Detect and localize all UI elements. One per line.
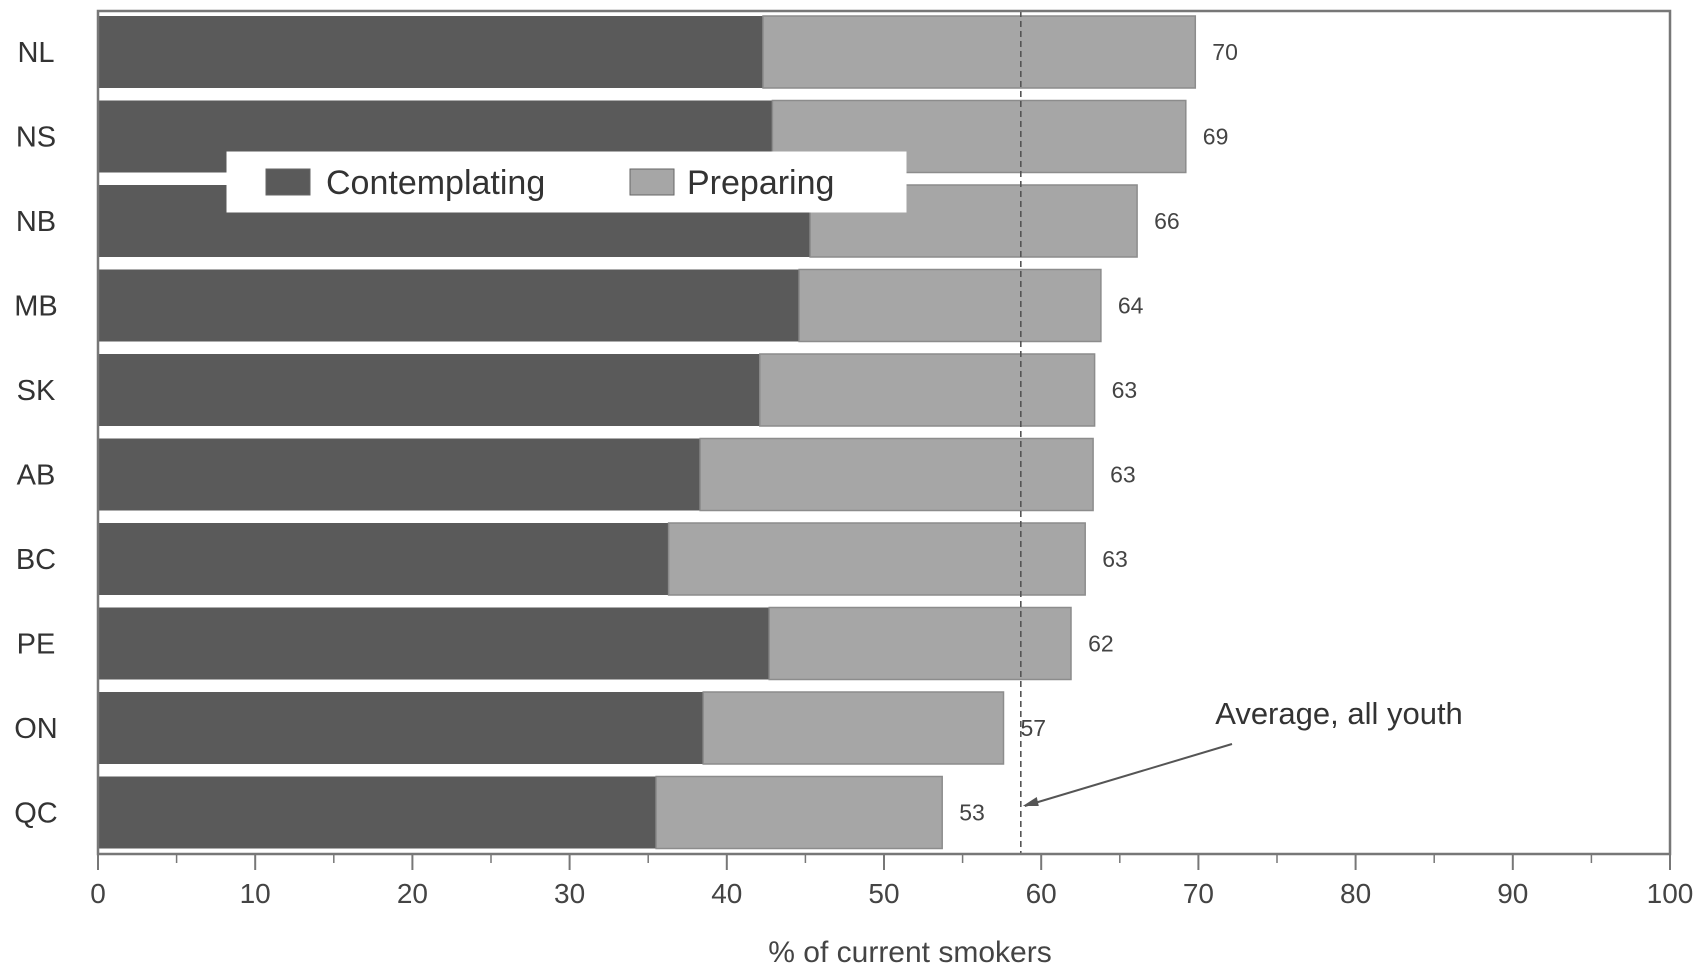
- x-tick-label-70: 70: [1183, 878, 1214, 909]
- x-axis-title: % of current smokers: [768, 936, 1051, 965]
- legend-label-contemplating: Contemplating: [326, 164, 545, 202]
- legend-box: [226, 151, 907, 213]
- x-tick-label-40: 40: [711, 878, 742, 909]
- bar-preparing-qc: [655, 775, 943, 850]
- bar-preparing-bc: [667, 522, 1086, 596]
- bar-contemplating-ab: [98, 438, 701, 511]
- bar-preparing-pe: [768, 606, 1072, 681]
- bar-contemplating-on: [98, 692, 704, 764]
- average-pointer-arrowhead: [1022, 797, 1039, 806]
- average-pointer-line: [1024, 743, 1233, 807]
- category-label-nb: NB: [16, 206, 56, 238]
- total-label-sk: 63: [1112, 377, 1138, 403]
- legend: Contemplating Preparing: [226, 151, 907, 213]
- bar-preparing-ab: [699, 437, 1094, 512]
- total-label-on: 57: [1021, 715, 1047, 741]
- bar-preparing-sk: [759, 353, 1096, 427]
- bars-layer: 70 69 66 64 63 63 63 62 57 53: [98, 15, 1238, 850]
- average-reference-label: Average, all youth: [1215, 696, 1463, 731]
- category-label-bc: BC: [16, 544, 56, 576]
- x-tick-label-20: 20: [397, 878, 428, 909]
- legend-label-preparing: Preparing: [687, 164, 834, 202]
- total-label-qc: 53: [959, 800, 985, 826]
- bar-preparing-on: [702, 691, 1005, 765]
- total-label-ns: 69: [1203, 124, 1229, 150]
- total-label-ab: 63: [1110, 462, 1136, 488]
- category-label-mb: MB: [14, 291, 58, 323]
- category-label-ab: AB: [17, 460, 56, 492]
- bar-preparing-mb: [798, 268, 1102, 343]
- category-label-sk: SK: [17, 375, 56, 407]
- plot-frame: [96, 9, 1672, 856]
- total-label-nl: 70: [1212, 39, 1238, 65]
- x-tick-label-30: 30: [554, 878, 585, 909]
- total-label-pe: 62: [1088, 631, 1114, 657]
- x-tick-label-50: 50: [868, 878, 899, 909]
- category-label-pe: PE: [17, 629, 56, 661]
- legend-swatch-contemplating: [265, 168, 311, 196]
- bar-preparing-nl: [762, 15, 1197, 89]
- bar-preparing-nb: [809, 184, 1138, 258]
- x-tick-label-100: 100: [1647, 878, 1694, 909]
- x-tick-label-90: 90: [1497, 878, 1528, 909]
- category-label-on: ON: [14, 713, 58, 745]
- reference-layer: Average, all youth: [1019, 11, 1463, 854]
- legend-swatch-preparing: [629, 168, 675, 196]
- bar-contemplating-nl: [98, 16, 763, 88]
- bar-contemplating-bc: [98, 523, 669, 595]
- x-tick-label-10: 10: [240, 878, 271, 909]
- axis-layer: NL NS NB MB SK AB BC PE ON QC 0 10 20 30 40 50 60 70 80 90 1…: [14, 37, 1694, 969]
- category-label-nl: NL: [17, 37, 54, 69]
- x-tick-label-0: 0: [90, 878, 106, 909]
- bar-contemplating-pe: [98, 607, 770, 680]
- total-label-nb: 66: [1154, 208, 1180, 234]
- total-label-mb: 64: [1118, 293, 1144, 319]
- x-tick-label-60: 60: [1026, 878, 1057, 909]
- x-tick-label-80: 80: [1340, 878, 1371, 909]
- bar-contemplating-mb: [98, 269, 800, 342]
- category-label-qc: QC: [14, 798, 58, 830]
- category-label-ns: NS: [16, 122, 56, 154]
- bar-contemplating-sk: [98, 354, 760, 426]
- bar-contemplating-qc: [98, 776, 657, 849]
- total-label-bc: 63: [1102, 546, 1128, 572]
